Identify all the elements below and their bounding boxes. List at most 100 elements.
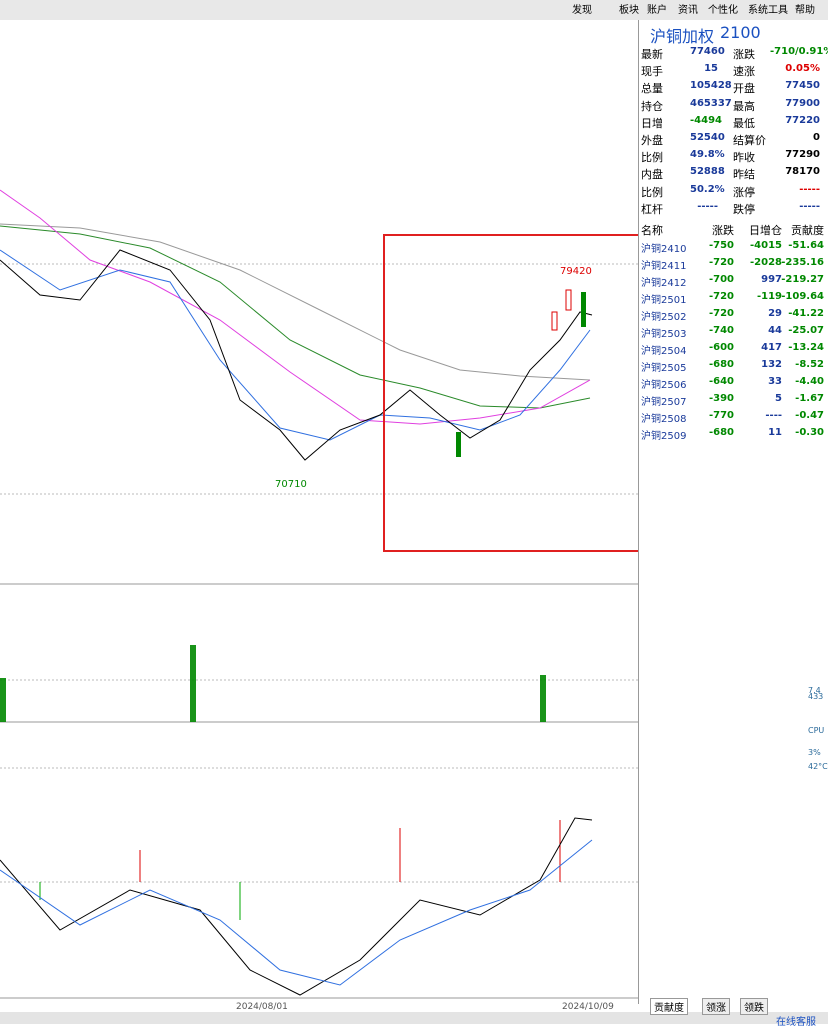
widget-text: 3% <box>808 748 821 757</box>
quote-label: 内盘 <box>641 168 663 182</box>
quote-label: 涨跌 <box>733 48 755 61</box>
table-cell[interactable]: 沪铜2412 <box>641 278 687 289</box>
menu-item[interactable]: 系统工具 <box>748 5 788 16</box>
quote-value: 105428 <box>690 80 732 92</box>
table-header: 涨跌 <box>712 224 734 237</box>
date-label: 2024/08/01 <box>236 1002 288 1012</box>
table-header: 名称 <box>641 224 663 237</box>
table-cell: -51.64 <box>788 240 824 251</box>
table-cell: -640 <box>708 376 734 387</box>
quote-label: 最新 <box>641 48 663 61</box>
table-cell[interactable]: 沪铜2503 <box>641 329 687 340</box>
tab[interactable]: 领跌 <box>740 998 768 1015</box>
quote-value: ----- <box>697 200 718 212</box>
table-cell[interactable]: 沪铜2504 <box>641 346 687 357</box>
quote-label: 比例 <box>641 185 663 199</box>
table-header: 日增仓 <box>749 224 782 237</box>
table-cell: -720 <box>708 308 734 319</box>
quote-label: 持仓 <box>641 99 663 113</box>
quote-value: 77220 <box>785 114 820 126</box>
widget-text: CPU <box>808 726 825 735</box>
widget-text: 42°C <box>808 762 828 771</box>
table-cell: 417 <box>761 342 782 353</box>
table-cell: 997 <box>761 274 782 285</box>
widget-text: 433 <box>808 692 824 701</box>
quote-value: -4494 <box>690 114 722 126</box>
service-link[interactable]: 在线客服 <box>776 1017 816 1028</box>
table-cell[interactable]: 沪铜2506 <box>641 380 687 391</box>
table-cell: -109.64 <box>781 291 824 302</box>
table-cell: -235.16 <box>781 257 824 268</box>
table-cell: -720 <box>708 291 734 302</box>
table-cell: ---- <box>765 410 782 421</box>
quote-label: 总量 <box>641 82 663 96</box>
widget-text: 7.4 <box>808 686 821 695</box>
table-cell[interactable]: 沪铜2411 <box>641 261 687 272</box>
menu-item[interactable]: 板块 <box>619 5 639 16</box>
table-cell[interactable]: 沪铜2502 <box>641 312 687 323</box>
quote-value: 0.05% <box>785 63 820 75</box>
quote-value: 49.8% <box>690 149 725 161</box>
chart-area <box>0 189 638 999</box>
table-cell: -700 <box>708 274 734 285</box>
table-cell: 29 <box>768 308 782 319</box>
table-cell: -680 <box>708 359 734 370</box>
quote-label: 跌停 <box>733 202 755 216</box>
table-cell: -750 <box>708 240 734 251</box>
quote-value: 52888 <box>690 166 725 178</box>
menu-item[interactable]: 帮助 <box>795 5 815 16</box>
quote-value: ----- <box>799 183 820 195</box>
table-cell[interactable]: 沪铜2501 <box>641 295 687 306</box>
menu-item[interactable]: 资讯 <box>678 5 698 16</box>
quote-label: 结算价 <box>733 134 766 147</box>
tab[interactable]: 领涨 <box>702 998 730 1015</box>
table-cell: -41.22 <box>788 308 824 319</box>
table-cell: 5 <box>775 393 782 404</box>
quote-value: 50.2% <box>690 183 725 195</box>
menu-item[interactable]: 个性化 <box>708 5 738 16</box>
date-label: 2024/10/09 <box>562 1002 614 1012</box>
quote-value: 77900 <box>785 97 820 109</box>
table-cell: 44 <box>768 325 782 336</box>
quote-code: 2100 <box>720 23 761 42</box>
table-cell: -119 <box>756 291 782 302</box>
table-cell: -770 <box>708 410 734 421</box>
quote-label: 现手 <box>641 65 663 79</box>
table-cell: 33 <box>768 376 782 387</box>
quote-label: 外盘 <box>641 134 663 147</box>
quote-label: 日增 <box>641 116 663 130</box>
table-cell: -25.07 <box>788 325 824 336</box>
quote-value: 77290 <box>785 149 820 161</box>
menu-item[interactable]: 账户 <box>647 5 667 16</box>
menu-bar <box>0 0 828 20</box>
table-cell: -2028 <box>750 257 782 268</box>
table-cell: 11 <box>768 427 782 438</box>
quote-value: 77460 <box>690 46 725 57</box>
table-cell: -720 <box>708 257 734 268</box>
table-cell: -8.52 <box>795 359 824 370</box>
low-label: 70710 <box>275 479 307 490</box>
quote-value: 15 <box>704 63 718 75</box>
quote-label: 昨收 <box>733 151 755 165</box>
quote-label: 昨结 <box>733 168 755 182</box>
quote-value: 77450 <box>785 80 820 92</box>
table-cell: 132 <box>761 359 782 370</box>
tab[interactable]: 贡献度 <box>650 998 688 1015</box>
quote-value: -710/0.91% <box>770 46 828 57</box>
table-cell: -740 <box>708 325 734 336</box>
table-header: 贡献度 <box>791 224 824 237</box>
table-cell: -4015 <box>750 240 782 251</box>
quote-label: 杠杆 <box>641 202 663 216</box>
table-cell: -4.40 <box>795 376 824 387</box>
table-cell: -13.24 <box>788 342 824 353</box>
quote-label: 涨停 <box>733 185 755 199</box>
status-bar <box>0 1012 828 1024</box>
table-cell[interactable]: 沪铜2410 <box>641 244 687 255</box>
menu-item[interactable]: 发现 <box>572 5 592 16</box>
quote-value: 0 <box>813 132 820 143</box>
table-cell[interactable]: 沪铜2507 <box>641 397 687 408</box>
table-cell[interactable]: 沪铜2508 <box>641 414 687 425</box>
table-cell[interactable]: 沪铜2505 <box>641 363 687 374</box>
table-cell[interactable]: 沪铜2509 <box>641 431 687 442</box>
